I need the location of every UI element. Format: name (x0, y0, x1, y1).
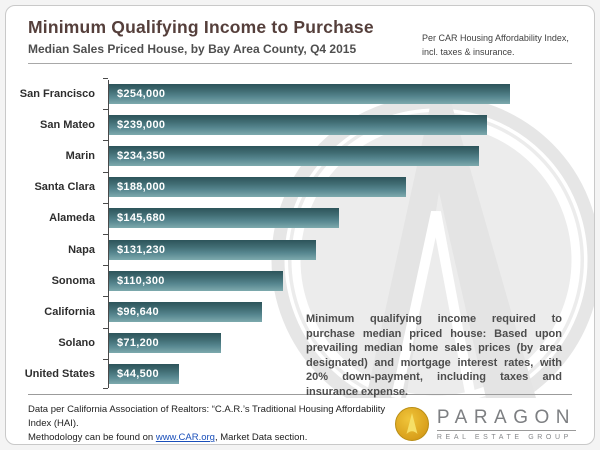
bar-zone: $44,500 (109, 364, 575, 385)
bar-value-label: $254,000 (117, 87, 166, 100)
chart-annotation: Minimum qualifying income required to pu… (306, 313, 562, 398)
axis-tick (103, 78, 108, 79)
chart-row: California $96,640 (6, 296, 575, 327)
bar-value-label: $110,300 (117, 274, 165, 287)
bar: $131,230 (109, 239, 317, 260)
footer-line2-after: , Market Data section. (214, 432, 308, 444)
category-label: San Francisco (19, 87, 95, 100)
category-label: United States (24, 368, 95, 381)
bar: $71,200 (109, 333, 222, 354)
logo-name: PARAGON (436, 408, 576, 431)
chart-row: Solano $71,200 (6, 328, 575, 359)
category-label: Marin (65, 149, 95, 162)
axis-tick (103, 296, 108, 298)
axis-tick (103, 265, 108, 267)
category-label: California (44, 305, 95, 318)
chart-row: Napa $131,230 (6, 234, 575, 265)
chart-row: San Francisco $254,000 (6, 78, 575, 109)
page-subtitle: Median Sales Priced House, by Bay Area C… (28, 42, 357, 56)
logo-tagline: REAL ESTATE GROUP (436, 433, 572, 441)
bar: $110,300 (109, 270, 284, 291)
bar-zone: $131,230 (109, 239, 575, 260)
bar: $96,640 (109, 301, 262, 322)
footer-line1: Data per California Association of Realt… (28, 403, 386, 429)
axis-tick (103, 109, 108, 111)
chart-row: San Mateo $239,000 (6, 109, 575, 140)
bar-zone: $254,000 (109, 83, 575, 104)
category-label: Solano (58, 337, 95, 350)
axis-tick (103, 171, 108, 173)
bar-zone: $71,200 (109, 333, 575, 354)
bar: $145,680 (109, 208, 340, 229)
footer-divider (28, 394, 572, 395)
bar-zone: $188,000 (109, 177, 575, 198)
logo-text: PARAGON REAL ESTATE GROUP (436, 408, 576, 441)
paragon-flame-icon (394, 407, 429, 441)
bar-zone: $145,680 (109, 208, 575, 229)
bar-value-label: $131,230 (117, 243, 166, 256)
bar-value-label: $234,350 (117, 149, 166, 162)
bar: $254,000 (109, 83, 511, 104)
axis-tick (103, 358, 108, 360)
chart-row: Marin $234,350 (6, 140, 575, 171)
bar-value-label: $96,640 (117, 305, 159, 318)
page-title: Minimum Qualifying Income to Purchase (28, 17, 374, 37)
category-label: Santa Clara (34, 181, 95, 194)
header-divider (28, 63, 572, 64)
bar-value-label: $188,000 (117, 181, 166, 194)
chart-row: Santa Clara $188,000 (6, 172, 575, 203)
axis-tick (103, 202, 108, 204)
footer-source-text: Data per California Association of Realt… (28, 403, 395, 444)
bar-value-label: $145,680 (117, 212, 166, 225)
bar: $188,000 (109, 177, 406, 198)
paragon-logo: PARAGON REAL ESTATE GROUP (394, 407, 576, 441)
chart-row: Sonoma $110,300 (6, 265, 575, 296)
bar-zone: $234,350 (109, 145, 575, 166)
axis-tick (103, 234, 108, 235)
bar-zone: $96,640 (109, 301, 575, 322)
category-label: Sonoma (51, 274, 95, 287)
bar-value-label: $71,200 (117, 337, 159, 350)
axis-tick (103, 327, 108, 329)
chart-row: United States $44,500 (6, 359, 575, 390)
header-note: Per CAR Housing Affordability Index, inc… (422, 33, 569, 57)
y-axis-line (108, 80, 109, 388)
bar-zone: $110,300 (109, 270, 575, 291)
bar: $239,000 (109, 114, 487, 135)
car-org-link[interactable]: www.CAR.org (155, 432, 215, 444)
bar: $234,350 (109, 145, 480, 166)
chart-row: Alameda $145,680 (6, 203, 575, 234)
axis-tick (103, 388, 108, 389)
report-card: Minimum Qualifying Income to Purchase Me… (5, 5, 595, 445)
category-label: Alameda (49, 212, 95, 225)
bar-value-label: $239,000 (117, 118, 166, 131)
footer: Data per California Association of Realt… (28, 404, 576, 444)
axis-tick (103, 140, 108, 142)
category-label: San Mateo (39, 118, 95, 131)
footer-line2-before: Methodology can be found on (28, 432, 156, 444)
bar: $44,500 (109, 364, 180, 385)
bar-zone: $239,000 (109, 114, 575, 135)
bar-value-label: $44,500 (117, 368, 159, 381)
category-label: Napa (68, 243, 95, 256)
